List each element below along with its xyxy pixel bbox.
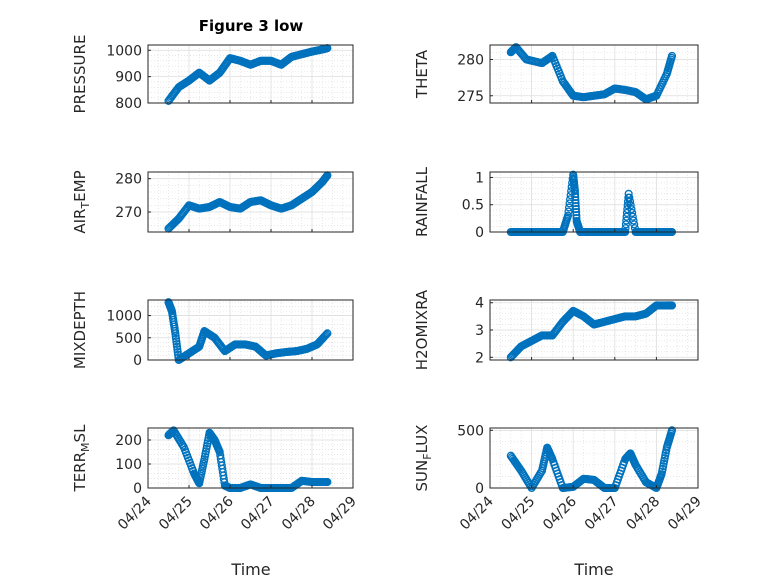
- x-tick-label: 04/24: [457, 493, 497, 533]
- data-point: [321, 331, 330, 340]
- axes-box: [147, 171, 354, 233]
- data-point: [323, 329, 332, 338]
- data-point: [171, 334, 181, 343]
- data-point: [571, 205, 581, 214]
- y-tick-label: 1: [475, 170, 484, 186]
- data-point: [571, 196, 580, 205]
- x-tick-label: 04/29: [320, 494, 360, 534]
- y-axis-label: MIXDEPTH: [71, 291, 89, 369]
- subplot-sun-flux: 0 500 04/24 04/25 04/26 04/27 04/28 04/29 SUNFLU…: [413, 423, 705, 533]
- y-tick-label: 4: [475, 296, 484, 312]
- subplot-pressure: 800 900 1000 PRESSURE: [71, 35, 354, 114]
- data-point: [630, 220, 639, 229]
- y-tick-label: 3: [475, 323, 484, 339]
- data-point: [322, 330, 331, 339]
- data-point: [563, 211, 573, 220]
- y-axis-label: SUNFLUX: [413, 425, 434, 492]
- y-tick-label: 270: [115, 205, 142, 221]
- data-point: [621, 220, 630, 229]
- data-point: [571, 199, 580, 208]
- data-point: [572, 208, 581, 217]
- data-point: [172, 337, 181, 346]
- y-axis-label: RAINFALL: [413, 166, 431, 237]
- y-tick-label: 0.5: [462, 198, 484, 214]
- y-axis-label: TERRMSL: [71, 424, 92, 493]
- y-tick-label: 800: [115, 96, 142, 112]
- x-tick-label: 04/28: [279, 494, 319, 534]
- y-axis-label: THETA: [413, 49, 431, 99]
- data-point: [571, 190, 580, 199]
- x-tick-label: 04/27: [582, 494, 622, 534]
- figure-title: Figure 3 low: [199, 17, 304, 35]
- data-point: [628, 208, 637, 217]
- x-tick-label: 04/24: [115, 493, 155, 533]
- y-tick-label: 0: [475, 225, 484, 241]
- data-point: [624, 189, 633, 198]
- axes-box: [489, 171, 699, 233]
- data-point: [667, 51, 677, 60]
- data-point: [172, 339, 181, 349]
- subplot-mixdepth: 0 500 1000 MIXDEPTH: [71, 291, 354, 369]
- data-point: [323, 477, 332, 487]
- x-tick-label: 04/27: [238, 494, 278, 534]
- data-point: [566, 191, 575, 200]
- data-point: [667, 301, 677, 310]
- data-point: [571, 193, 580, 202]
- data-point: [173, 347, 182, 357]
- y-tick-label: 0: [133, 481, 142, 497]
- axes-box: [147, 299, 354, 361]
- subplot-air-temp: 270 280 AIRTEMP: [71, 170, 354, 234]
- data-point: [173, 345, 182, 354]
- x-axis-label-left: Time: [230, 560, 270, 579]
- subplot-rainfall: 0 0.5 1 RAINFALL: [413, 166, 699, 241]
- x-axis-label-right: Time: [573, 560, 613, 579]
- x-tick-label: 04/25: [156, 494, 196, 534]
- data-point: [629, 216, 638, 225]
- plot-area: [148, 45, 353, 103]
- axes-box: [147, 44, 354, 104]
- y-tick-label: 200: [115, 433, 142, 449]
- data-point: [566, 195, 575, 204]
- x-tick-label: 04/26: [197, 493, 237, 533]
- data-point: [667, 426, 677, 435]
- data-point: [171, 329, 180, 338]
- x-tick-label: 04/29: [665, 494, 705, 534]
- data-point: [626, 197, 635, 206]
- subplot-theta: 275 280 THETA: [413, 43, 699, 105]
- y-tick-label: 0: [133, 353, 142, 369]
- subplot-terr-msl: 0 100 200 04/24 04/25 04/26 04/27 04/28 04/29 TER…: [71, 424, 360, 533]
- y-tick-label: 1000: [106, 309, 142, 325]
- data-point: [570, 187, 579, 196]
- y-tick-label: 100: [115, 457, 142, 473]
- x-tick-label: 04/28: [623, 494, 663, 534]
- y-tick-label: 900: [115, 70, 142, 86]
- axes-box: [489, 427, 699, 489]
- data-point: [627, 205, 636, 214]
- y-tick-label: 1000: [106, 43, 142, 59]
- data-point: [571, 202, 580, 211]
- y-axis-label: H2OMIXRA: [413, 289, 431, 370]
- y-axis-label: PRESSURE: [71, 35, 89, 114]
- data-point: [625, 193, 634, 202]
- y-tick-label: 2: [475, 350, 484, 366]
- x-tick-label: 04/25: [499, 494, 539, 534]
- data-point: [626, 201, 635, 210]
- data-point: [564, 207, 573, 216]
- data-point: [628, 212, 637, 221]
- data-point: [172, 342, 182, 351]
- y-tick-label: 0: [475, 481, 484, 497]
- y-tick-label: 500: [457, 423, 484, 439]
- y-tick-label: 280: [457, 53, 484, 69]
- y-axis-label: AIRTEMP: [71, 170, 92, 233]
- axes-box: [489, 44, 699, 104]
- x-tick-label: 04/26: [540, 493, 580, 533]
- axes-box: [147, 427, 354, 489]
- y-tick-label: 280: [115, 172, 142, 188]
- data-point: [171, 331, 180, 341]
- y-tick-label: 275: [457, 89, 484, 105]
- y-tick-label: 500: [115, 331, 142, 347]
- subplot-h2omixra: 2 3 4 H2OMIXRA: [413, 289, 699, 370]
